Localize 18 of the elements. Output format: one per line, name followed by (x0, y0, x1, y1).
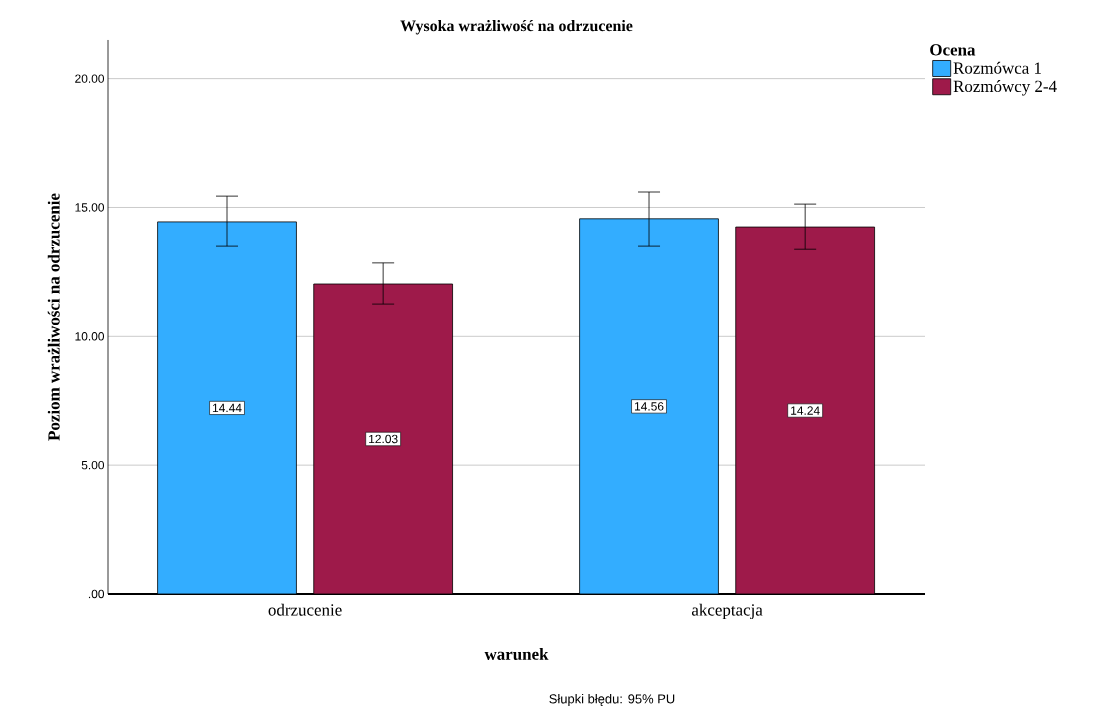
text: Słupki błędu: 95% PU (549, 693, 675, 707)
data-label: 14.56 (634, 402, 664, 411)
y-tick-label: .00 (88, 589, 105, 599)
data-label: 14.44 (212, 403, 242, 413)
x-tick-label: odrzucenie (268, 603, 342, 616)
legend-title: Ocena (930, 44, 976, 56)
data-label: 12.03 (369, 434, 398, 444)
chart-title: Wysoka wrażliwość na odrzucenie (400, 19, 633, 35)
data-label: 14.24 (791, 406, 820, 415)
y-tick-label: 20.00 (75, 74, 105, 83)
y-tick-label: 5.00 (81, 460, 105, 470)
y-axis-title: Poziom wrażliwości na odrzucenie (47, 193, 60, 441)
legend-label: Rozmówcy 2-4 (953, 80, 1057, 96)
x-tick-label: akceptacja (691, 603, 763, 620)
legend-label: Rozmówca 1 (953, 61, 1041, 74)
y-tick-label: 15.00 (75, 203, 105, 212)
y-tick-label: 10.00 (75, 332, 105, 341)
x-axis-title: warunek (484, 647, 549, 660)
